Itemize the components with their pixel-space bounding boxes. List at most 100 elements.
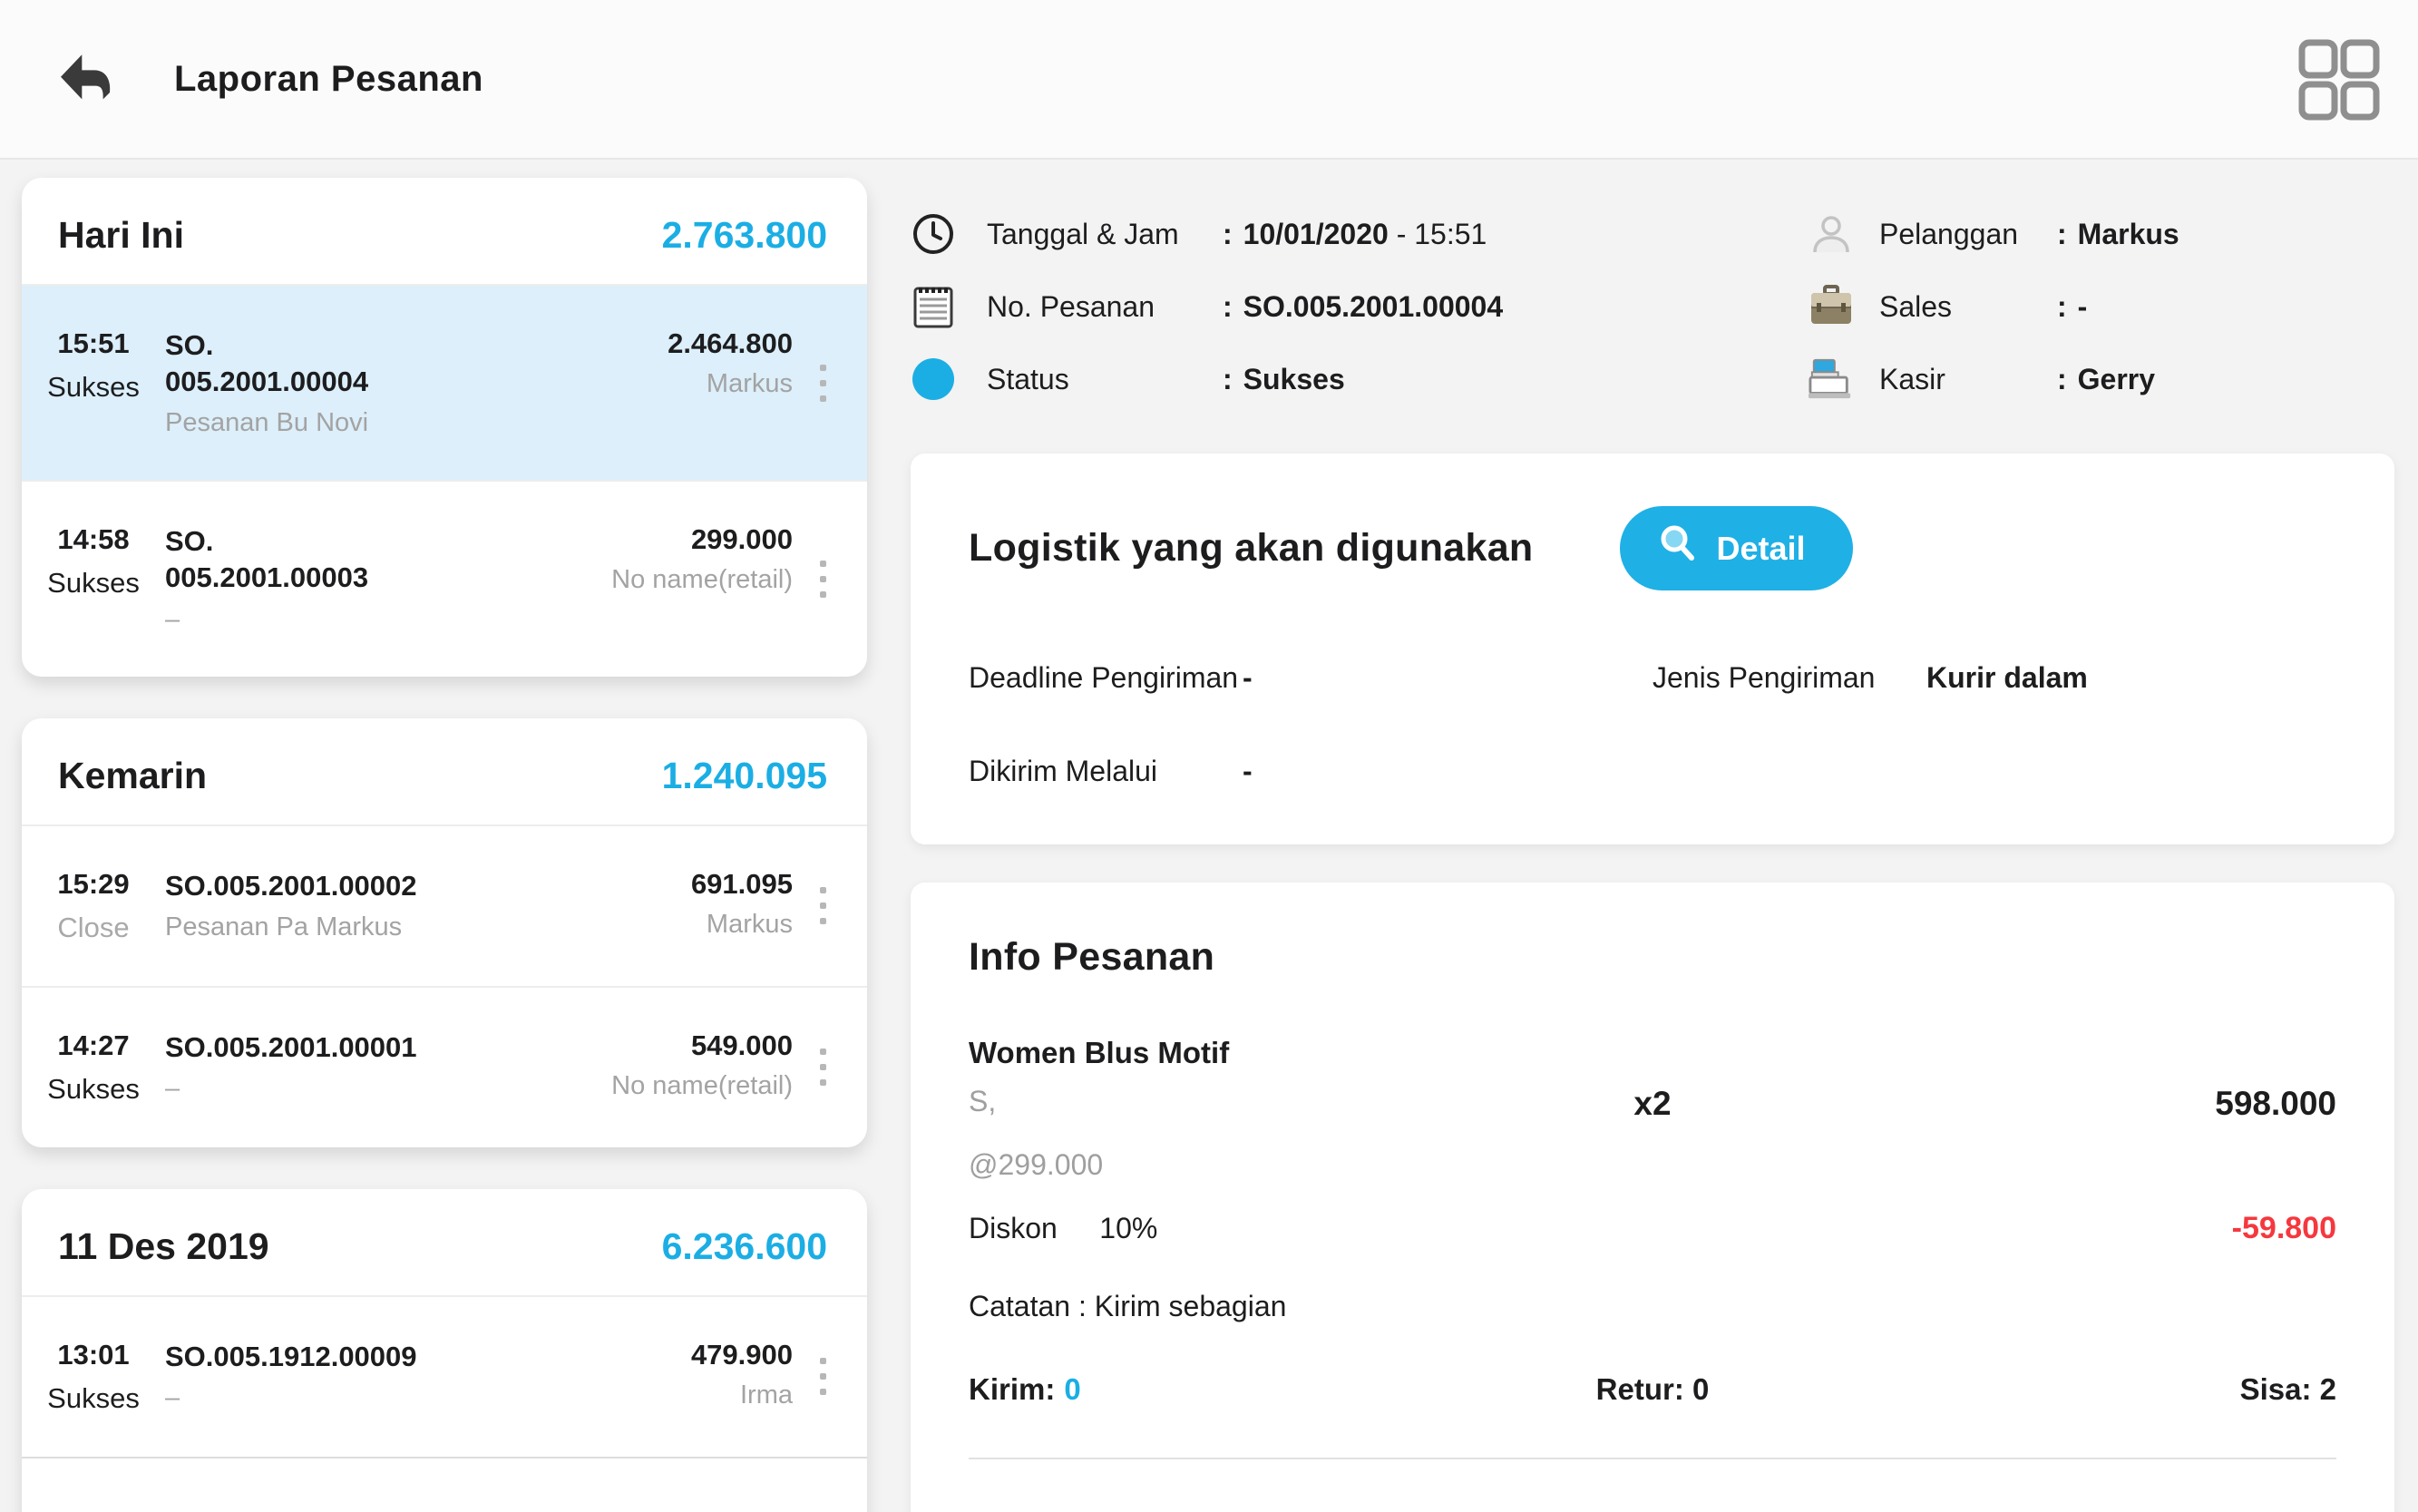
grid-icon [2296, 39, 2380, 123]
retur-count: Retur: 0 [1595, 1371, 1710, 1406]
order-status: Sukses [47, 1072, 140, 1105]
field-label: Status [987, 362, 1069, 395]
item-variant: S, [969, 1084, 997, 1117]
app-header: Laporan Pesanan [0, 0, 2418, 160]
group-header: Hari Ini 2.763.800 [22, 178, 867, 284]
field-value-suffix: - 15:51 [1388, 217, 1487, 250]
back-arrow-icon [58, 54, 112, 105]
order-status: Sukses [47, 1381, 140, 1414]
magnifier-icon [1658, 524, 1716, 572]
more-options-icon[interactable] [793, 873, 853, 938]
order-time: 14:58 [57, 523, 130, 556]
discount-label: Diskon [969, 1211, 1058, 1244]
order-row[interactable]: 15:51 Sukses SO. 005.2001.00004 Pesanan … [22, 284, 867, 481]
order-number: SO. 005.2001.00003 [165, 525, 369, 594]
logistics-detail-button[interactable]: Detail [1620, 506, 1853, 590]
item-name: Women Blus Motif [969, 1035, 1230, 1069]
field-order-number: No. Pesanan : SO.005.2001.00004 [911, 270, 1809, 343]
field-label: Pelanggan [1879, 217, 2019, 250]
logistics-card: Logistik yang akan digunakan Detail Dead… [911, 454, 2394, 844]
order-customer: Markus [706, 909, 793, 939]
order-note: Pesanan Bu Novi [165, 408, 369, 438]
order-group-today: Hari Ini 2.763.800 15:51 Sukses SO. 005.… [22, 178, 867, 677]
item-quantity: x2 [1633, 1084, 1672, 1122]
order-number: SO.005.2001.00002 [165, 869, 417, 902]
order-time: 15:51 [57, 327, 130, 359]
more-options-icon[interactable] [793, 1344, 853, 1409]
order-number: SO. 005.2001.00004 [165, 329, 369, 397]
order-number: SO.005.2001.00001 [165, 1030, 417, 1063]
colon: : [2057, 362, 2067, 395]
logistics-title: Logistik yang akan digunakan [969, 526, 1534, 570]
field-value: Gerry [2077, 362, 2156, 395]
field-date-time: Tanggal & Jam :10/01/2020 - 15:51 [911, 198, 1809, 270]
notepad-icon [911, 285, 956, 328]
order-detail-panel: Tanggal & Jam :10/01/2020 - 15:51 No. Pe… [911, 160, 2394, 1512]
more-options-icon[interactable] [793, 1035, 853, 1099]
order-number: SO.005.1912.00009 [165, 1340, 417, 1372]
field-status: Status : Sukses [911, 343, 1809, 415]
field-label: Tanggal & Jam [987, 217, 1179, 250]
order-note: – [165, 1383, 180, 1413]
detail-button-label: Detail [1716, 529, 1806, 567]
order-note: – [165, 604, 180, 634]
group-label: Hari Ini [58, 214, 184, 256]
field-sales: Sales :- [1809, 270, 2394, 343]
more-options-icon[interactable] [793, 547, 853, 611]
item-note: Catatan : Kirim sebagian [969, 1289, 1287, 1322]
kirim-count: Kirim: 0 [969, 1371, 1081, 1406]
order-status: Sukses [47, 371, 140, 403]
more-options-icon[interactable] [793, 351, 853, 415]
group-label: 11 Des 2019 [58, 1224, 269, 1267]
order-row[interactable]: 14:58 Sukses SO. 005.2001.00003 – 299.00… [22, 480, 867, 676]
order-amount: 479.900 [690, 1338, 793, 1371]
order-row[interactable]: 14:27 Sukses SO.005.2001.00001 – 549.000… [22, 985, 867, 1147]
order-group-11-des-2019: 11 Des 2019 6.236.600 13:01 Sukses SO.00… [22, 1188, 867, 1512]
order-amount: 549.000 [690, 1029, 793, 1061]
field-customer: Pelanggan : Markus [1809, 198, 2394, 270]
item-total: 598.000 [2215, 1084, 2336, 1122]
field-value: - [2077, 289, 2088, 323]
item-unit-price: @299.000 [969, 1147, 1104, 1181]
order-row[interactable]: 13:01 Sukses SO.005.1912.00009 – 479.900… [22, 1294, 867, 1457]
order-customer: No name(retail) [611, 565, 793, 595]
group-header: 11 Des 2019 6.236.600 [22, 1189, 867, 1295]
field-value: Markus [2077, 217, 2179, 250]
order-list: Hari Ini 2.763.800 15:51 Sukses SO. 005.… [22, 178, 867, 1512]
group-header: Kemarin 1.240.095 [22, 718, 867, 824]
clock-icon [911, 212, 956, 256]
field-value: Sukses [1243, 362, 1345, 395]
group-total: 1.240.095 [661, 754, 827, 796]
colon: : [1223, 217, 1233, 250]
order-item: Women Blus Motif S, x2 598.000 @299.000 … [969, 1036, 2336, 1459]
group-label: Kemarin [58, 754, 208, 796]
field-deadline-pengiriman: Deadline Pengiriman - [969, 658, 1653, 698]
order-note: – [165, 1074, 180, 1104]
grid-menu-button[interactable] [2295, 36, 2382, 123]
field-value: SO.005.2001.00004 [1243, 289, 1504, 323]
field-value: - [1243, 661, 1253, 694]
colon: : [2057, 289, 2067, 323]
field-value: 10/01/2020 [1243, 217, 1389, 250]
order-time: 15:29 [57, 867, 130, 900]
sisa-count: Sisa: 2 [2239, 1371, 2336, 1406]
group-total: 6.236.600 [661, 1224, 827, 1267]
field-label: Dikirim Melalui [969, 754, 1158, 787]
back-button[interactable] [53, 46, 118, 112]
order-row[interactable]: 15:29 Close SO.005.2001.00002 Pesanan Pa… [22, 824, 867, 986]
item-divider [969, 1457, 2336, 1459]
field-value: Kurir dalam [1926, 661, 2088, 694]
field-label: Jenis Pengiriman [1653, 661, 1876, 694]
page-title: Laporan Pesanan [174, 58, 483, 99]
order-summary-fields: Tanggal & Jam :10/01/2020 - 15:51 No. Pe… [911, 160, 2394, 415]
field-value: - [1243, 754, 1253, 787]
order-customer: Irma [740, 1380, 793, 1410]
order-info-card: Info Pesanan Women Blus Motif S, x2 598.… [911, 882, 2394, 1512]
field-jenis-pengiriman: Jenis Pengiriman Kurir dalam [1653, 658, 2336, 698]
order-status: Close [57, 911, 130, 943]
cash-register-icon [1809, 357, 1854, 401]
order-info-title: Info Pesanan [969, 934, 1215, 979]
field-label: Sales [1879, 289, 1953, 323]
order-amount: 299.000 [690, 523, 793, 556]
